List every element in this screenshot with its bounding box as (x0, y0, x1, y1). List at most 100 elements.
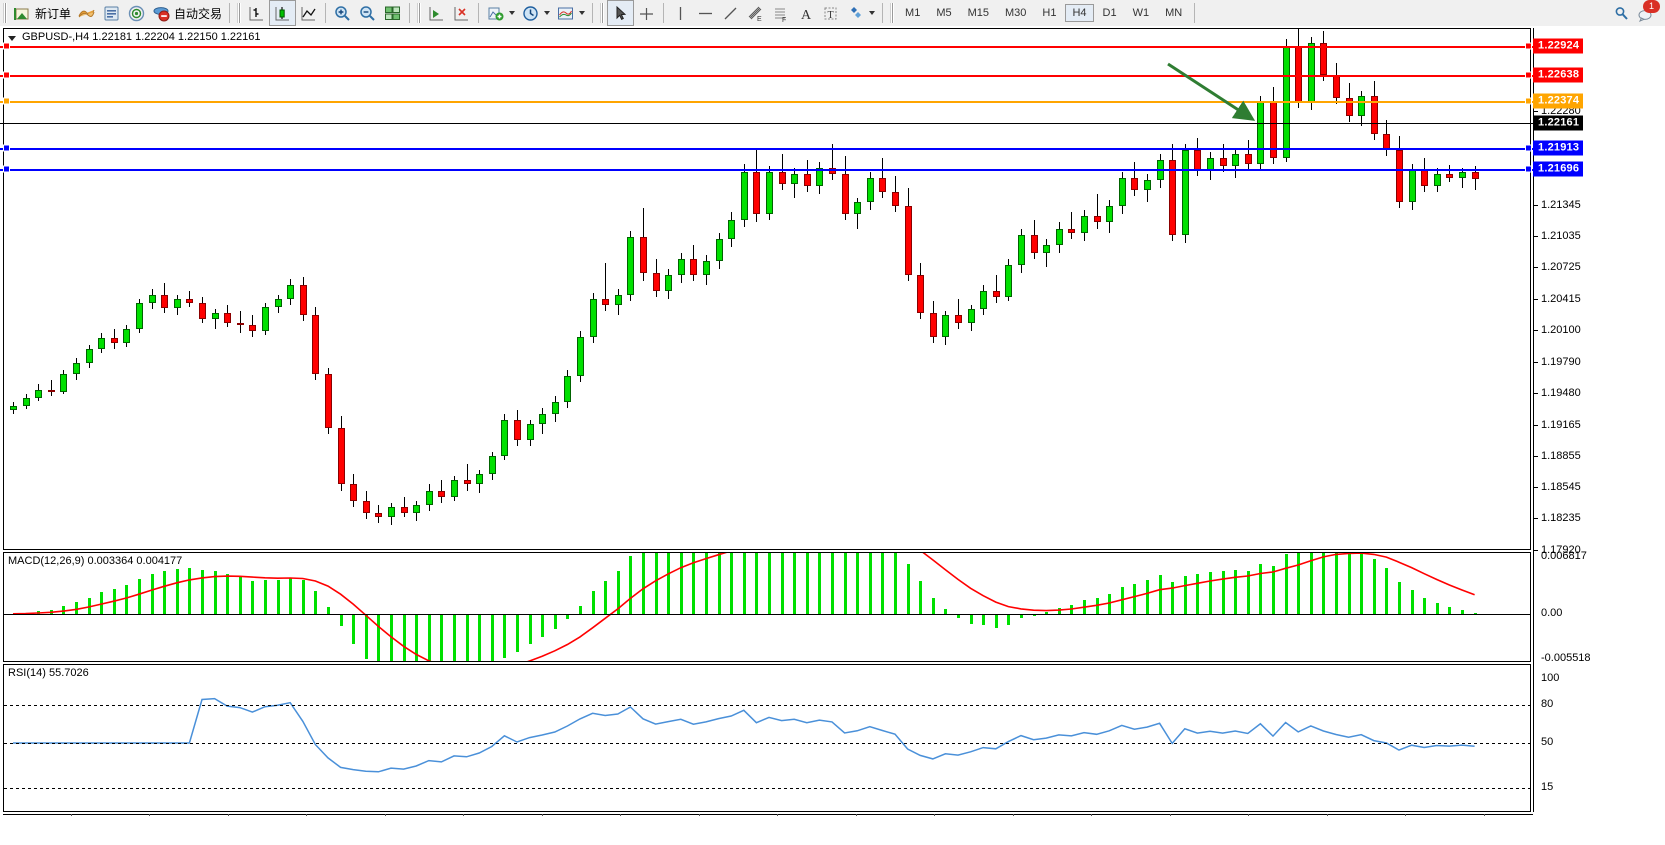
candle-wick (832, 143, 833, 181)
horizontal-line-button[interactable] (693, 1, 718, 25)
toolbar-grip-3[interactable] (417, 3, 422, 23)
templates-caret-icon[interactable] (579, 11, 586, 15)
price-level-line-support[interactable] (0, 169, 1533, 172)
add-indicator-button[interactable] (483, 1, 518, 25)
price-level-line-support[interactable] (0, 147, 1533, 150)
timeframe-m1-button[interactable]: M1 (905, 7, 921, 19)
down-arrow-annotation[interactable] (1160, 56, 1280, 136)
candle-body (766, 172, 773, 215)
templates-button[interactable] (553, 1, 588, 25)
timeframe-w1-button[interactable]: W1 (1132, 7, 1150, 19)
chart-area[interactable]: GBPUSD-,H4 1.22181 1.22204 1.22150 1.221… (0, 26, 1665, 845)
price-level-handle[interactable] (3, 42, 10, 50)
price-level-label-current-price[interactable]: 1.22161 (1533, 115, 1584, 131)
trendline-button[interactable] (718, 1, 743, 25)
zoom-in-button[interactable] (330, 1, 355, 25)
price-level-handle[interactable] (1525, 71, 1532, 79)
period-caret-icon[interactable] (544, 11, 551, 15)
vertical-line-button[interactable] (668, 1, 693, 25)
candle-body (123, 329, 131, 344)
toolbar-grip-2[interactable] (237, 3, 242, 23)
candle-body (22, 397, 30, 406)
price-tick-label: 1.21345 (1541, 198, 1581, 211)
price-level-handle[interactable] (1525, 42, 1532, 50)
timeframe-m15-button[interactable]: M15 (967, 7, 989, 19)
search-button[interactable] (1609, 1, 1634, 25)
price-level-label-resistance[interactable]: 1.22638 (1533, 67, 1584, 83)
bar-chart-button[interactable] (244, 1, 269, 25)
crosshair-tool-button[interactable] (634, 1, 659, 25)
timeframe-d1-button[interactable]: D1 (1102, 7, 1117, 19)
price-tick-label: 1.20725 (1541, 261, 1581, 274)
signals-button[interactable] (124, 1, 149, 25)
price-level-line-current-price[interactable] (0, 122, 1533, 124)
macd-histogram-bar (553, 613, 557, 630)
price-level-label-resistance[interactable]: 1.22924 (1533, 38, 1584, 54)
price-level-handle[interactable] (3, 71, 10, 79)
timeframe-h1-button[interactable]: H1 (1042, 7, 1057, 19)
text-label-button[interactable]: T (818, 1, 843, 25)
macd-histogram-bar (1234, 570, 1238, 614)
macd-histogram-bar (465, 613, 469, 661)
candle-body (10, 405, 17, 410)
price-level-line-resistance[interactable] (0, 45, 1533, 48)
period-button[interactable] (518, 1, 553, 25)
price-level-handle[interactable] (1525, 144, 1532, 152)
tile-windows-button[interactable] (380, 1, 405, 25)
candle-body (514, 419, 521, 441)
price-level-label-support[interactable]: 1.21696 (1533, 161, 1584, 177)
macd-histogram-bar (516, 613, 519, 652)
timeframe-m5-button[interactable]: M5 (936, 7, 952, 19)
toolbar-grip-5[interactable] (890, 3, 895, 23)
toolbar-grip-4[interactable] (600, 3, 605, 23)
macd-histogram-bar (1158, 575, 1162, 614)
price-level-label-support[interactable]: 1.21913 (1533, 140, 1584, 156)
text-tool-button[interactable]: A (793, 1, 818, 25)
cursor-tool-button[interactable] (607, 0, 635, 26)
rsi-pane[interactable]: RSI(14) 55.7026 (3, 664, 1531, 812)
price-level-label-pivot[interactable]: 1.22374 (1533, 93, 1584, 109)
timeframe-mn-button[interactable]: MN (1165, 7, 1183, 19)
candle-body (1333, 75, 1340, 98)
macd-histogram-bar (1209, 571, 1212, 614)
expert-advisors-button[interactable] (99, 1, 124, 25)
timeframe-m30-button[interactable]: M30 (1005, 7, 1027, 19)
price-pane[interactable]: GBPUSD-,H4 1.22181 1.22204 1.22150 1.221… (3, 28, 1531, 550)
macd-pane[interactable]: MACD(12,26,9) 0.003364 0.004177 (3, 552, 1531, 662)
autotrading-button[interactable]: 自动交易 (149, 1, 225, 25)
shapes-caret-icon[interactable] (869, 11, 876, 15)
new-order-button[interactable]: 新订单 (10, 1, 74, 25)
price-level-handle[interactable] (3, 165, 10, 173)
candlestick-chart-button[interactable] (269, 0, 297, 26)
candle-body (1093, 216, 1101, 223)
price-tick-mark (1533, 392, 1538, 394)
chevron-down-icon[interactable] (8, 36, 16, 41)
price-level-handle[interactable] (3, 97, 10, 105)
macd-histogram-bar (1133, 583, 1137, 614)
equidistant-channel-button[interactable]: E (743, 1, 768, 25)
macd-histogram-bar (1322, 553, 1326, 614)
price-level-handle[interactable] (3, 144, 10, 152)
line-chart-button[interactable] (296, 1, 321, 25)
add-indicator-caret-icon[interactable] (509, 11, 516, 15)
timeframe-h4-button[interactable]: H4 (1065, 4, 1094, 22)
price-level-handle[interactable] (1525, 97, 1532, 105)
macd-histogram-bar (944, 608, 948, 614)
price-level-handle[interactable] (1525, 165, 1532, 173)
macd-histogram-bar (629, 556, 633, 614)
toolbar-grip[interactable] (3, 3, 7, 23)
rsi-title: RSI(14) 55.7026 (8, 667, 89, 679)
main-toolbar: 新订单 (0, 0, 1665, 27)
auto-scroll-button[interactable] (449, 1, 474, 25)
indicators-button[interactable] (74, 1, 99, 25)
notifications-button[interactable]: 1 (1634, 0, 1660, 25)
price-level-line-resistance[interactable] (0, 74, 1533, 77)
macd-histogram-bar (566, 613, 570, 620)
zoom-out-button[interactable] (355, 1, 380, 25)
rsi-axis-label: 100 (1541, 672, 1560, 684)
rsi-axis-label: 80 (1541, 697, 1554, 710)
fibonacci-button[interactable]: F (768, 1, 793, 25)
chart-shift-button[interactable] (424, 1, 449, 25)
shapes-button[interactable] (843, 1, 878, 25)
price-level-line-pivot[interactable] (0, 101, 1533, 104)
